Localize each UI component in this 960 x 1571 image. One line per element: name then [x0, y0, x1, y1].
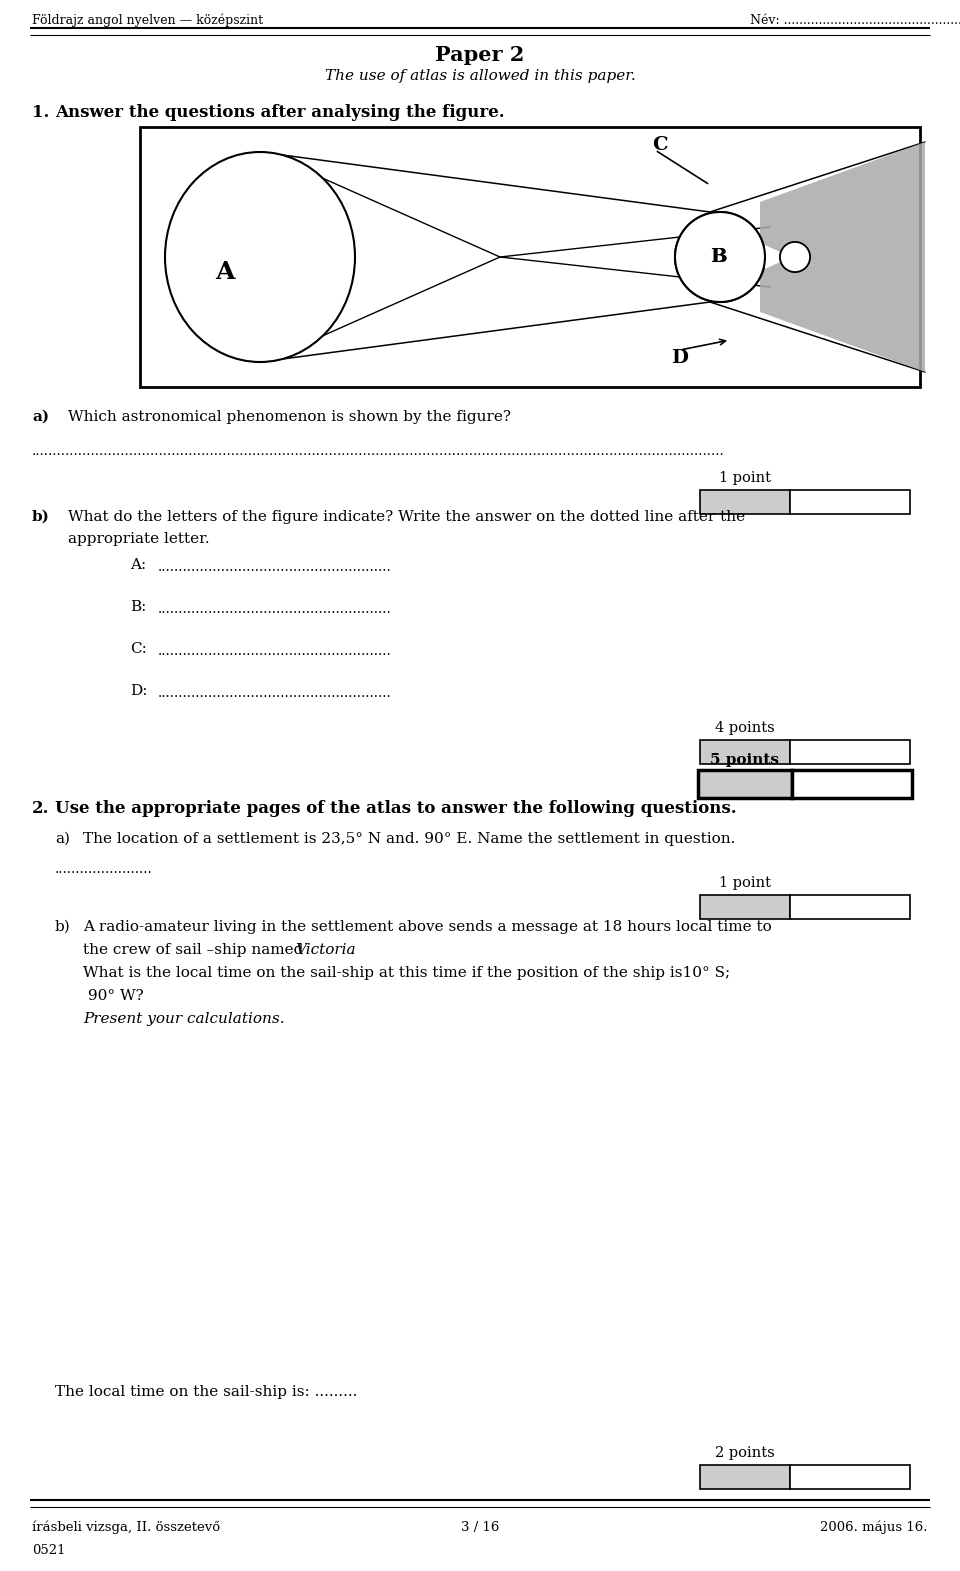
Text: What do the letters of the figure indicate? Write the answer on the dotted line : What do the letters of the figure indica…	[68, 511, 745, 525]
Text: 1.: 1.	[32, 104, 49, 121]
Text: írásbeli vizsga, II. összetevő: írásbeli vizsga, II. összetevő	[32, 1521, 220, 1533]
Text: .......................: .......................	[55, 862, 153, 877]
Circle shape	[675, 212, 765, 302]
Circle shape	[780, 242, 810, 272]
FancyBboxPatch shape	[700, 895, 790, 919]
Text: C:: C:	[130, 643, 147, 657]
Text: ................................................................................: ........................................…	[32, 445, 725, 459]
Text: 2.: 2.	[32, 800, 50, 817]
Text: Use the appropriate pages of the atlas to answer the following questions.: Use the appropriate pages of the atlas t…	[55, 800, 736, 817]
Polygon shape	[760, 141, 925, 372]
Text: the crew of sail –ship named: the crew of sail –ship named	[83, 943, 308, 957]
Text: Paper 2: Paper 2	[435, 46, 525, 64]
Text: .......................................................: ........................................…	[158, 602, 392, 616]
Text: Which astronomical phenomenon is shown by the figure?: Which astronomical phenomenon is shown b…	[68, 410, 511, 424]
Text: 90° W?: 90° W?	[83, 990, 144, 1002]
Text: 1 point: 1 point	[719, 877, 771, 891]
FancyBboxPatch shape	[790, 1466, 910, 1489]
Text: Present your calculations.: Present your calculations.	[83, 1012, 284, 1026]
Text: b): b)	[55, 921, 71, 935]
Text: D: D	[671, 349, 688, 368]
Text: C: C	[652, 137, 668, 154]
Text: A: A	[215, 259, 235, 284]
Text: 5 points: 5 points	[710, 753, 780, 767]
Text: 1 point: 1 point	[719, 471, 771, 485]
Text: B: B	[709, 248, 727, 265]
Text: 2006. május 16.: 2006. május 16.	[821, 1521, 928, 1533]
Circle shape	[675, 212, 765, 302]
Text: The use of atlas is allowed in this paper.: The use of atlas is allowed in this pape…	[324, 69, 636, 83]
Text: 4 points: 4 points	[715, 721, 775, 735]
Text: D:: D:	[130, 683, 148, 698]
Text: What is the local time on the sail-ship at this time if the position of the ship: What is the local time on the sail-ship …	[83, 966, 731, 980]
Text: a): a)	[55, 833, 70, 847]
Text: A:: A:	[130, 558, 146, 572]
FancyBboxPatch shape	[790, 490, 910, 514]
Text: appropriate letter.: appropriate letter.	[68, 533, 209, 547]
FancyBboxPatch shape	[790, 895, 910, 919]
Text: .......................................................: ........................................…	[158, 687, 392, 701]
FancyBboxPatch shape	[700, 490, 790, 514]
FancyBboxPatch shape	[792, 770, 912, 798]
Text: Victoria: Victoria	[295, 943, 355, 957]
FancyBboxPatch shape	[700, 1466, 790, 1489]
Text: B:: B:	[130, 600, 146, 614]
FancyBboxPatch shape	[700, 740, 790, 764]
Text: Földrajz angol nyelven — középszint: Földrajz angol nyelven — középszint	[32, 13, 263, 27]
FancyBboxPatch shape	[140, 127, 920, 386]
Text: 3 / 16: 3 / 16	[461, 1521, 499, 1533]
Text: .......................................................: ........................................…	[158, 559, 392, 573]
Text: 0521: 0521	[32, 1543, 65, 1557]
Text: .: .	[350, 943, 355, 957]
Circle shape	[780, 242, 810, 272]
Text: a): a)	[32, 410, 49, 424]
Ellipse shape	[165, 152, 355, 361]
Text: A radio-amateur living in the settlement above sends a message at 18 hours local: A radio-amateur living in the settlement…	[83, 921, 772, 935]
Text: Név: .............................................................. osztály: ...: Név: ...................................…	[750, 13, 960, 27]
Text: 2 points: 2 points	[715, 1445, 775, 1459]
FancyBboxPatch shape	[698, 770, 792, 798]
Text: B: B	[709, 248, 727, 265]
Text: The location of a settlement is 23,5° N and. 90° E. Name the settlement in quest: The location of a settlement is 23,5° N …	[83, 833, 735, 847]
Text: b): b)	[32, 511, 50, 525]
FancyBboxPatch shape	[790, 740, 910, 764]
Text: .......................................................: ........................................…	[158, 644, 392, 658]
Polygon shape	[765, 245, 810, 269]
Text: The local time on the sail-ship is: .........: The local time on the sail-ship is: ....…	[55, 1386, 357, 1400]
Text: Answer the questions after analysing the figure.: Answer the questions after analysing the…	[55, 104, 505, 121]
